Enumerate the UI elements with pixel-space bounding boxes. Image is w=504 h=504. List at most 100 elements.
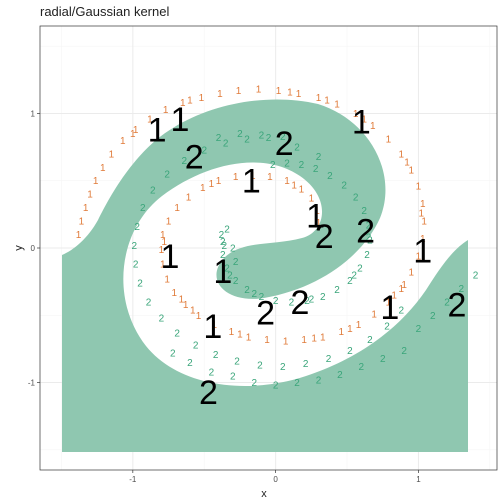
data-point-class-1: 1 (399, 284, 405, 295)
data-point-class-1: 1 (356, 320, 362, 331)
data-point-class-2: 2 (244, 135, 250, 146)
data-point-class-2: 2 (220, 250, 226, 261)
data-point-class-2: 2 (146, 297, 152, 308)
data-point-class-2: 2 (174, 328, 180, 339)
large-label: 2 (315, 218, 334, 256)
data-point-class-1: 1 (416, 252, 422, 263)
data-point-class-2: 2 (137, 278, 143, 289)
data-point-class-1: 1 (284, 176, 290, 187)
data-point-class-1: 1 (233, 172, 239, 183)
data-point-class-2: 2 (234, 357, 240, 368)
data-point-class-2: 2 (159, 313, 165, 324)
data-point-class-2: 2 (353, 192, 359, 203)
large-label: 2 (290, 284, 309, 322)
data-point-class-2: 2 (289, 297, 295, 308)
data-point-class-2: 2 (187, 358, 193, 369)
data-point-class-2: 2 (257, 361, 263, 372)
y-axis-title: y (13, 245, 25, 251)
data-point-class-2: 2 (380, 354, 386, 365)
data-point-class-2: 2 (209, 367, 215, 378)
data-point-class-1: 1 (283, 336, 289, 347)
data-point-class-1: 1 (211, 320, 217, 331)
data-point-class-1: 1 (196, 311, 202, 322)
data-point-class-2: 2 (351, 270, 357, 281)
data-point-class-2: 2 (366, 233, 372, 244)
data-point-class-2: 2 (270, 160, 276, 171)
data-point-class-1: 1 (133, 125, 139, 136)
data-point-class-1: 1 (190, 305, 196, 316)
data-point-class-2: 2 (216, 133, 222, 144)
data-point-class-2: 2 (259, 130, 265, 141)
data-point-class-2: 2 (164, 170, 170, 181)
data-point-class-1: 1 (386, 135, 392, 146)
data-point-class-1: 1 (209, 179, 215, 190)
data-point-class-1: 1 (401, 280, 407, 291)
data-point-class-1: 1 (216, 176, 222, 187)
data-point-class-2: 2 (224, 225, 230, 236)
data-point-class-1: 1 (166, 217, 172, 228)
data-point-class-1: 1 (160, 260, 166, 271)
data-point-class-2: 2 (251, 378, 257, 389)
data-point-class-2: 2 (273, 296, 279, 307)
large-label: 2 (199, 374, 218, 412)
data-point-class-2: 2 (334, 285, 340, 296)
data-point-class-1: 1 (147, 114, 153, 125)
data-point-class-2: 2 (133, 260, 139, 271)
data-point-class-1: 1 (299, 184, 305, 195)
data-point-class-1: 1 (287, 87, 293, 98)
data-point-class-1: 1 (229, 327, 235, 338)
data-point-class-1: 1 (187, 96, 193, 107)
data-point-class-1: 1 (386, 297, 392, 308)
data-point-class-2: 2 (134, 222, 140, 233)
data-point-class-2: 2 (401, 346, 407, 357)
large-label: 1 (380, 289, 399, 327)
data-point-class-2: 2 (304, 296, 310, 307)
data-point-class-1: 1 (301, 335, 307, 346)
data-point-class-1: 1 (347, 324, 353, 335)
data-point-class-1: 1 (370, 121, 376, 132)
x-axis-title: x (261, 488, 267, 500)
class-2-region-shape (62, 99, 468, 452)
data-point-class-2: 2 (280, 132, 286, 143)
data-point-class-2: 2 (224, 264, 230, 275)
data-point-class-1: 1 (399, 149, 405, 160)
data-point-class-2: 2 (181, 156, 187, 167)
y-tick-label: -1 (28, 379, 36, 388)
data-point-class-2: 2 (213, 350, 219, 361)
axis-ticks: -1 0 1 -1 0 1 (28, 109, 421, 484)
data-point-class-2: 2 (366, 221, 372, 232)
large-label: 2 (448, 287, 467, 325)
data-point-class-1: 1 (419, 209, 425, 220)
data-point-class-2: 2 (233, 257, 239, 268)
data-point-class-1: 1 (391, 291, 397, 302)
data-point-class-1: 1 (420, 234, 426, 245)
data-point-class-1: 1 (120, 136, 126, 147)
large-label: 1 (170, 101, 189, 139)
data-point-class-1: 1 (421, 217, 427, 228)
data-point-class-1: 1 (164, 274, 170, 285)
data-point-class-1: 1 (353, 109, 359, 120)
large-label: 2 (356, 213, 375, 251)
data-point-class-1: 1 (200, 183, 206, 194)
large-label: 1 (306, 198, 325, 236)
data-point-class-1: 1 (161, 237, 167, 248)
data-point-class-1: 1 (409, 268, 415, 279)
data-point-class-1: 1 (160, 230, 166, 241)
x-tick-label: 0 (273, 475, 278, 484)
large-label: 1 (352, 104, 371, 142)
class-2-region (62, 99, 468, 452)
data-point-class-1: 1 (199, 93, 205, 104)
data-point-class-1: 1 (316, 218, 322, 229)
large-label: 1 (413, 233, 432, 271)
data-point-class-2: 2 (170, 348, 176, 359)
data-point-class-2: 2 (430, 311, 436, 322)
data-point-class-2: 2 (473, 270, 479, 281)
large-label: 2 (185, 139, 204, 177)
data-point-class-2: 2 (320, 292, 326, 303)
data-point-class-2: 2 (219, 230, 225, 241)
data-point-class-2: 2 (309, 295, 315, 306)
data-point-class-2: 2 (221, 241, 227, 252)
data-point-class-2: 2 (284, 159, 290, 170)
data-point-class-2: 2 (357, 264, 363, 275)
